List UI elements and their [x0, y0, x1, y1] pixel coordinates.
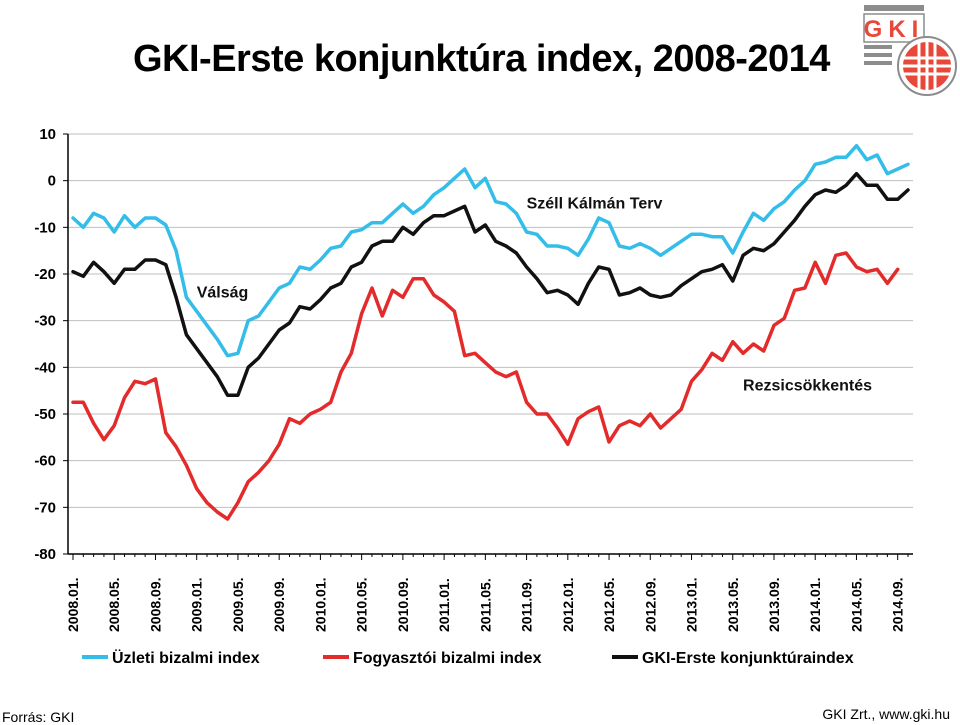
x-tick-label: 2008.05. — [106, 578, 122, 633]
y-tick-label: -70 — [34, 499, 56, 516]
grid-lines — [68, 133, 913, 508]
y-tick-label: 10 — [39, 126, 56, 143]
annotation-label: Széll Kálmán Terv — [527, 196, 663, 213]
logo-bar — [864, 53, 892, 57]
x-tick-label: 2012.05. — [601, 578, 617, 633]
legend: Üzleti bizalmi index Fogyasztói bizalmi i… — [82, 648, 854, 667]
y-tick-label: -50 — [34, 406, 56, 423]
x-tick-label: 2013.05. — [725, 578, 741, 633]
x-tick-label: 2014.01. — [807, 578, 823, 633]
x-tick-label: 2011.09. — [519, 578, 535, 632]
logo-bar — [864, 61, 892, 65]
gki-logo: GKI — [863, 5, 957, 96]
x-tick-label: 2012.01. — [560, 578, 576, 633]
legend-entry: Üzleti bizalmi index — [112, 648, 260, 667]
y-tick-label: -60 — [34, 453, 56, 470]
page-title: GKI-Erste konjunktúra index, 2008-2014 — [133, 38, 830, 80]
logo-text: GKI — [864, 16, 925, 43]
x-tick-label: 2008.09. — [147, 578, 163, 633]
x-tick-label: 2013.01. — [684, 578, 700, 633]
x-tick-label: 2009.01. — [189, 578, 205, 633]
y-tick-label: -40 — [34, 359, 56, 376]
legend-entry: GKI-Erste konjunktúraindex — [642, 650, 854, 667]
plot-area — [68, 134, 913, 554]
logo-bar — [864, 45, 892, 49]
x-tick-label: 2010.01. — [312, 578, 328, 633]
logo-text-box — [863, 13, 925, 43]
x-tick-label: 2014.05. — [848, 578, 864, 633]
x-tick-label: 2013.09. — [766, 578, 782, 633]
x-tick-label: 2010.09. — [395, 578, 411, 633]
x-tick-label: 2008.01. — [65, 578, 81, 633]
x-tick-label: 2009.05. — [230, 578, 246, 633]
x-tick-label: 2012.09. — [642, 578, 658, 633]
x-tick-label: 2011.05. — [477, 578, 493, 632]
y-axis-ticks: 10 0 -10 -20 -30 -40 -50 -60 -70 -80 — [34, 126, 68, 563]
annotations: Válság Széll Kálmán Terv Rezsicsökkentés — [197, 196, 872, 395]
series-line-3 — [71, 171, 910, 398]
y-tick-label: -10 — [34, 219, 56, 236]
source-note: Forrás: GKI — [2, 709, 75, 725]
logo-grid — [903, 42, 951, 90]
annotation-label: Rezsicsökkentés — [743, 378, 872, 395]
x-tick-label: 2009.09. — [271, 578, 287, 633]
legend-entry: Fogyasztói bizalmi index — [353, 650, 542, 667]
x-tick-label: 2010.05. — [354, 578, 370, 633]
y-tick-label: 0 — [48, 173, 56, 190]
x-tick-label: 2011.01. — [436, 578, 452, 632]
x-axis-ticks: 2008.01. 2008.05. 2008.09. 2009.01. 2009.05.… — [65, 554, 909, 633]
y-tick-label: -80 — [34, 546, 56, 563]
annotation-label: Válság — [197, 284, 249, 301]
logo-bar — [864, 5, 924, 11]
line-chart: 100-10-20-30-40-50-60-70-80 2008.01. 2008… — [34, 126, 913, 667]
y-tick-label: -20 — [34, 266, 56, 283]
x-tick-label: 2014.09. — [890, 578, 906, 633]
footer-credit: GKI Zrt., www.gki.hu — [822, 706, 950, 722]
series-group — [71, 143, 910, 521]
series-line-1 — [71, 143, 910, 358]
series-line-2 — [71, 251, 900, 521]
y-tick-label: -30 — [34, 313, 56, 330]
